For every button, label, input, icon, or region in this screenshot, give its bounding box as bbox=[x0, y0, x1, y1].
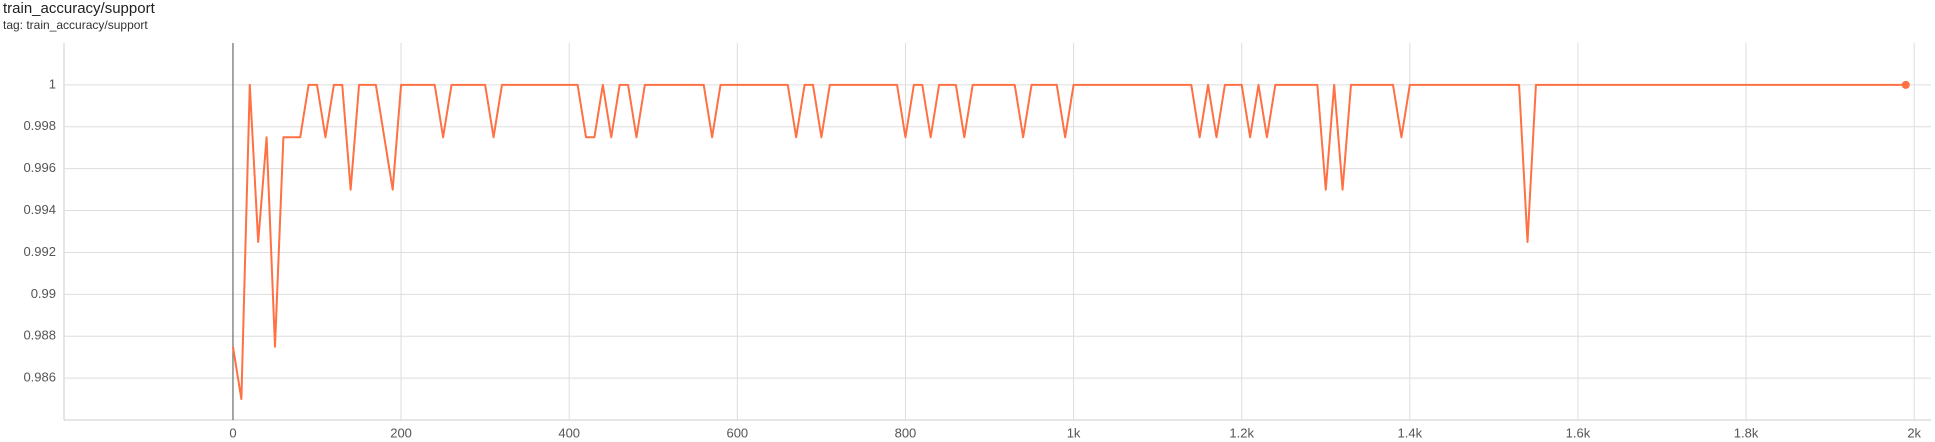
x-tick-label: 600 bbox=[726, 425, 748, 440]
x-tick-label: 1.8k bbox=[1734, 425, 1759, 440]
x-tick-label: 800 bbox=[895, 425, 917, 440]
x-tick-label: 1.2k bbox=[1229, 425, 1254, 440]
y-tick-label: 0.996 bbox=[23, 160, 56, 175]
line-series bbox=[231, 83, 1906, 401]
x-tick-label: 200 bbox=[390, 425, 412, 440]
y-tick-label: 0.99 bbox=[31, 286, 56, 301]
x-tick-label: 0 bbox=[229, 425, 236, 440]
x-tick-label: 1.6k bbox=[1566, 425, 1591, 440]
y-tick-label: 0.988 bbox=[23, 328, 56, 343]
last-point bbox=[1901, 80, 1910, 89]
chart-title: train_accuracy/support bbox=[3, 0, 156, 17]
y-tick-label: 0.998 bbox=[23, 118, 56, 133]
y-tick-label: 0.992 bbox=[23, 244, 56, 259]
y-tick-label: 0.986 bbox=[23, 370, 56, 385]
chart-subtitle: tag: train_accuracy/support bbox=[3, 18, 148, 32]
x-tick-label: 2k bbox=[1907, 425, 1921, 440]
x-tick-label: 1.4k bbox=[1398, 425, 1423, 440]
y-tick-label: 0.994 bbox=[23, 202, 56, 217]
x-tick-label: 400 bbox=[558, 425, 580, 440]
x-tick-label: 1k bbox=[1067, 425, 1081, 440]
y-tick-label: 1 bbox=[49, 76, 56, 91]
